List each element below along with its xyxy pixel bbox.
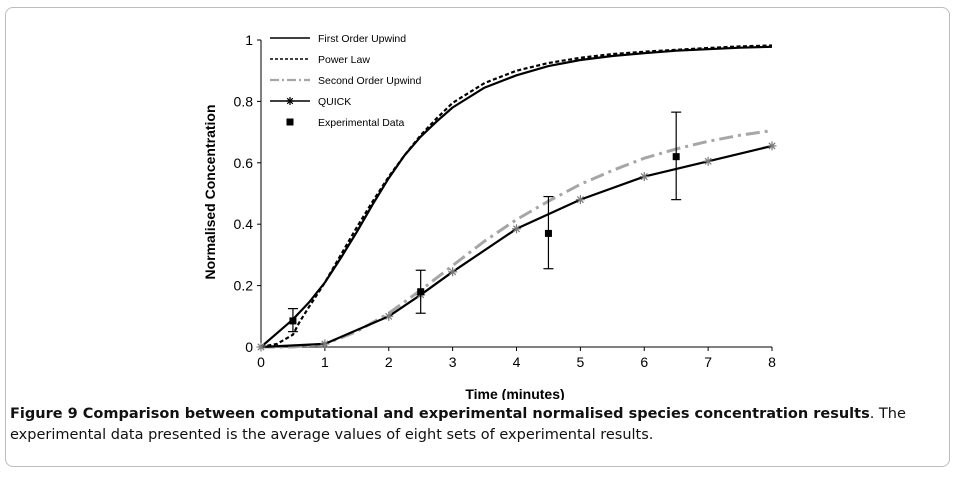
experimental-data-point [289, 317, 297, 325]
quick-star-marker [384, 311, 394, 321]
y-axis-label: Normalised Concentration [202, 104, 218, 279]
series-line-quick [260, 144, 773, 349]
quick-star-marker [639, 172, 649, 182]
quick-star-marker [575, 195, 585, 205]
caption-title: Figure 9 Comparison between computationa… [10, 406, 870, 422]
y-tick-label: 0.4 [234, 216, 254, 232]
y-tick-label: 0.6 [234, 155, 254, 171]
legend-swatch-experimental [286, 118, 294, 126]
series-line-second-order-upwind [261, 129, 773, 349]
experimental-data-point [672, 153, 680, 161]
legend-label: QUICK [318, 96, 351, 108]
chart-series-layer [256, 44, 777, 352]
legend-label: Power Law [318, 54, 370, 66]
figure-caption: Figure 9 Comparison between computationa… [10, 404, 945, 446]
quick-star-marker [448, 267, 458, 277]
x-tick-label: 7 [704, 354, 712, 370]
series-line-power-law [260, 44, 773, 349]
quick-star-marker [703, 156, 713, 166]
y-tick-label: 1 [245, 32, 253, 48]
experimental-data-point [544, 229, 552, 237]
y-tick-label: 0 [245, 339, 253, 355]
x-tick-label: 5 [576, 354, 584, 370]
x-tick-label: 1 [321, 354, 329, 370]
x-tick-label: 4 [513, 354, 521, 370]
chart-legend: First Order Upwind Power Law Second Order … [270, 33, 421, 129]
series-line-first-order-upwind [260, 45, 773, 348]
x-tick-label: 0 [257, 354, 265, 370]
caption-text: . The experimental data presented is the… [10, 406, 906, 443]
quick-star-marker [767, 141, 777, 151]
concentration-chart: 0 1 2 3 4 5 6 7 8 0 0.2 0.4 0.6 0.8 1 First Order Upwi… [202, 32, 777, 400]
chart-axes: 0 1 2 3 4 5 6 7 8 0 0.2 0.4 0.6 0.8 1 [234, 32, 777, 370]
figure-frame [5, 7, 950, 467]
legend-star-marker [286, 97, 294, 105]
legend-label: First Order Upwind [318, 33, 406, 45]
quick-star-marker [256, 342, 266, 352]
quick-star-marker [512, 224, 521, 234]
x-tick-label: 6 [640, 354, 648, 370]
x-tick-label: 8 [768, 354, 776, 370]
x-tick-label: 2 [385, 354, 393, 370]
legend-label: Second Order Upwind [318, 75, 421, 87]
x-axis-label: Time (minutes) [465, 386, 564, 400]
quick-star-marker [320, 339, 330, 349]
experimental-data-point [417, 288, 425, 296]
y-tick-label: 0.2 [234, 278, 254, 294]
legend-label: Experimental Data [318, 117, 405, 129]
y-tick-label: 0.8 [234, 93, 254, 109]
x-tick-label: 3 [449, 354, 457, 370]
